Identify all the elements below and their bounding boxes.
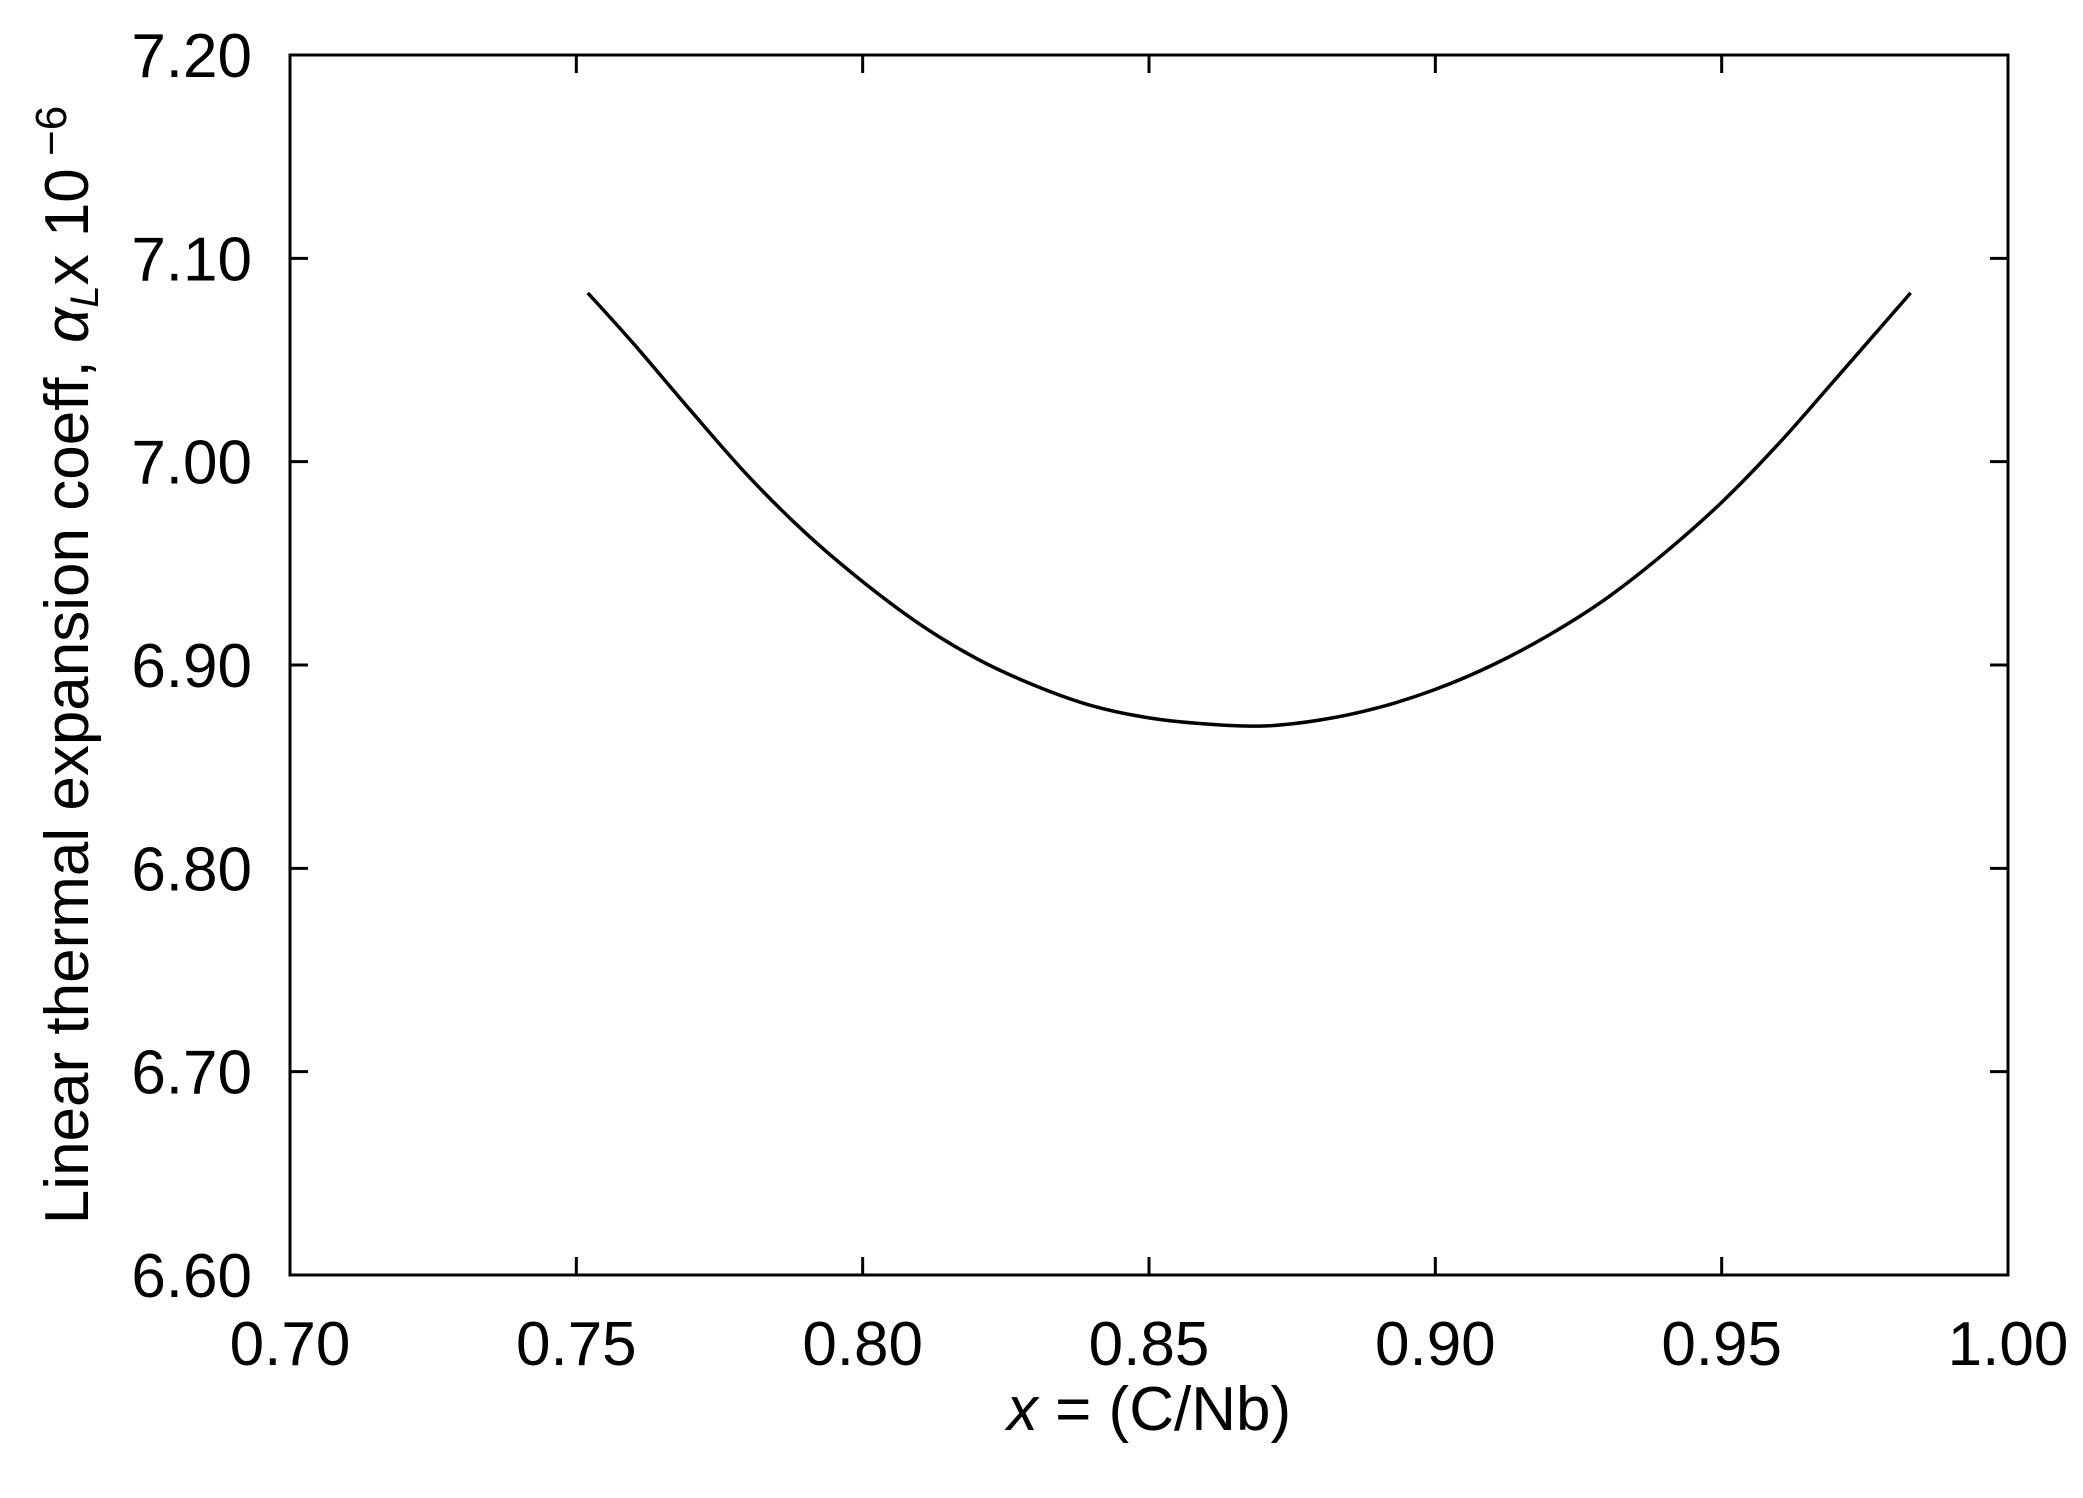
- y-axis-exponent: −6: [27, 106, 76, 168]
- x-tick-label: 0.85: [1089, 1310, 1210, 1379]
- y-axis-title: Linear thermal expansion coeff, αLx 10 −…: [27, 106, 107, 1224]
- y-axis-title-main: Linear thermal expansion coeff,: [33, 343, 102, 1224]
- plot-frame: [288, 53, 2010, 1277]
- series-line-0: [586, 291, 1912, 728]
- x-axis-unit: = (C/Nb): [1038, 1375, 1291, 1444]
- x-tick-label: 0.75: [516, 1310, 637, 1379]
- y-axis-subscript: L: [63, 285, 107, 307]
- y-tick-label: 6.80: [131, 835, 252, 904]
- series-layer: [586, 291, 1912, 728]
- x-tick-label: 0.70: [230, 1310, 351, 1379]
- y-tick-label: 7.10: [131, 225, 252, 294]
- y-tick-label: 6.70: [131, 1039, 252, 1108]
- x-tick-label: 0.80: [802, 1310, 923, 1379]
- y-tick-label: 7.00: [131, 429, 252, 498]
- x-tick-label: 1.00: [1948, 1310, 2069, 1379]
- tick-labels: 0.70 0.75 0.80 0.85 0.90 0.95 1.00 6.60 6.70 6.80…: [131, 22, 2068, 1379]
- y-axis-times: x 10: [33, 168, 102, 285]
- y-tick-label: 6.90: [131, 632, 252, 701]
- y-tick-label: 6.60: [131, 1242, 252, 1311]
- y-axis-symbol: α: [33, 306, 102, 343]
- x-axis-title: x = (C/Nb): [1004, 1375, 1291, 1444]
- x-axis-variable: x: [1004, 1375, 1040, 1444]
- x-tick-label: 0.90: [1375, 1310, 1496, 1379]
- x-tick-label: 0.95: [1661, 1310, 1782, 1379]
- y-tick-label: 7.20: [131, 22, 252, 91]
